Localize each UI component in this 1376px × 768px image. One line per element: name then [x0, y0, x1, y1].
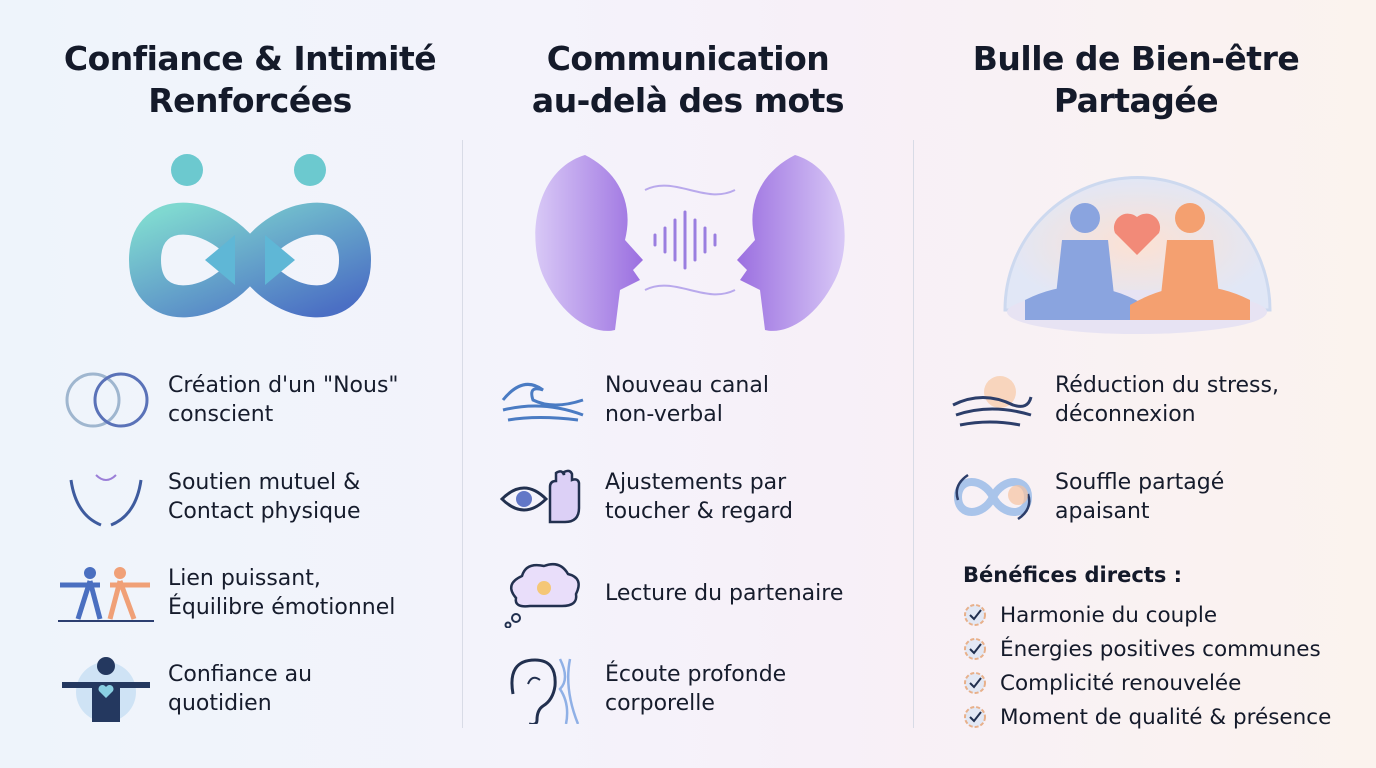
- wave-icon: [501, 382, 584, 422]
- benefit-text: Complicité renouvelée: [1000, 670, 1242, 696]
- eye-hand-icon: [499, 469, 581, 524]
- benefit-item: Complicité renouvelée: [962, 666, 1331, 700]
- line: conscient: [168, 402, 274, 427]
- line: toucher & regard: [605, 499, 793, 524]
- ear-body-icon: [510, 658, 580, 724]
- list-item: Nouveau canal non-verbal: [495, 365, 769, 435]
- line: non-verbal: [605, 402, 723, 427]
- item-text: Création d'un "Nous" conscient: [168, 371, 399, 429]
- check-badge-icon: [964, 672, 986, 694]
- title-line: au-delà des mots: [531, 81, 845, 120]
- calm-wave-sun-icon: [952, 376, 1033, 427]
- check-badge-icon: [964, 604, 986, 626]
- item-text: Ajustements par toucher & regard: [605, 468, 793, 526]
- benefit-text: Énergies positives communes: [1000, 636, 1321, 662]
- line: Ajustements par: [605, 470, 787, 495]
- benefit-item: Moment de qualité & présence: [962, 700, 1331, 734]
- list-item: Lien puissant, Équilibre émotionnel: [58, 558, 395, 628]
- line: Confiance au: [168, 662, 313, 687]
- line: Lien puissant,: [168, 566, 321, 591]
- benefit-item: Énergies positives communes: [962, 632, 1331, 666]
- supporting-hands-icon: [69, 474, 143, 527]
- thought-bulb-icon: [504, 563, 580, 628]
- balance-pose-icon: [58, 567, 154, 622]
- benefits-title: Bénéfices directs :: [963, 563, 1183, 587]
- line: corporelle: [605, 691, 715, 716]
- infinity-couple-icon: [128, 154, 372, 318]
- list-item: Écoute profonde corporelle: [495, 654, 786, 724]
- column-1-title: Confiance & Intimité Renforcées: [40, 38, 460, 122]
- check-badge-icon: [964, 706, 986, 728]
- title-line: Partagée: [1053, 81, 1219, 120]
- check-badge-icon: [964, 638, 986, 660]
- title-line: Bulle de Bien-être: [972, 39, 1300, 78]
- item-text: Écoute profonde corporelle: [605, 660, 786, 718]
- column-2-title: Communication au-delà des mots: [478, 38, 898, 122]
- benefit-item: Harmonie du couple: [962, 598, 1331, 632]
- line: quotidien: [168, 691, 272, 716]
- title-line: Renforcées: [148, 81, 352, 120]
- list-item: Soutien mutuel & Contact physique: [58, 462, 361, 532]
- person-heart-icon: [62, 657, 150, 722]
- faces-soundwave-icon: [535, 155, 845, 331]
- line: Contact physique: [168, 499, 361, 524]
- line: apaisant: [1055, 499, 1150, 524]
- line: Nouveau canal: [605, 373, 769, 398]
- list-item: Création d'un "Nous" conscient: [58, 365, 399, 435]
- line: Lecture du partenaire: [605, 580, 844, 606]
- title-line: Communication: [546, 39, 830, 78]
- item-text: Soutien mutuel & Contact physique: [168, 468, 361, 526]
- overlapping-circles-icon: [65, 372, 149, 428]
- column-3-title: Bulle de Bien-être Partagée: [926, 38, 1346, 122]
- item-text: Lien puissant, Équilibre émotionnel: [168, 564, 395, 622]
- divider: [462, 140, 463, 728]
- benefit-text: Moment de qualité & présence: [1000, 704, 1332, 730]
- line: Souffle partagé: [1055, 470, 1225, 495]
- line: Réduction du stress,: [1055, 373, 1279, 398]
- item-text: Confiance au quotidien: [168, 660, 312, 718]
- breath-cycle-icon: [953, 473, 1033, 521]
- line: Création d'un "Nous": [168, 373, 399, 398]
- benefits-list: Harmonie du couple Énergies positives co…: [962, 598, 1331, 734]
- list-item: Souffle partagé apaisant: [945, 462, 1224, 532]
- list-item: Réduction du stress, déconnexion: [945, 365, 1279, 435]
- divider: [913, 140, 914, 728]
- item-text: Nouveau canal non-verbal: [605, 371, 769, 429]
- list-item: Confiance au quotidien: [58, 654, 312, 724]
- line: Soutien mutuel &: [168, 470, 361, 495]
- line: déconnexion: [1055, 402, 1196, 427]
- meditation-bubble-icon: [1003, 176, 1272, 334]
- title-line: Confiance & Intimité: [63, 39, 437, 78]
- list-item: Ajustements par toucher & regard: [495, 462, 793, 532]
- line: Écoute profonde: [605, 662, 787, 687]
- item-text: Réduction du stress, déconnexion: [1055, 371, 1279, 429]
- list-item: Lecture du partenaire: [495, 558, 843, 628]
- item-text: Lecture du partenaire: [605, 579, 843, 608]
- benefit-text: Harmonie du couple: [1000, 602, 1218, 628]
- item-text: Souffle partagé apaisant: [1055, 468, 1224, 526]
- line: Équilibre émotionnel: [168, 595, 396, 620]
